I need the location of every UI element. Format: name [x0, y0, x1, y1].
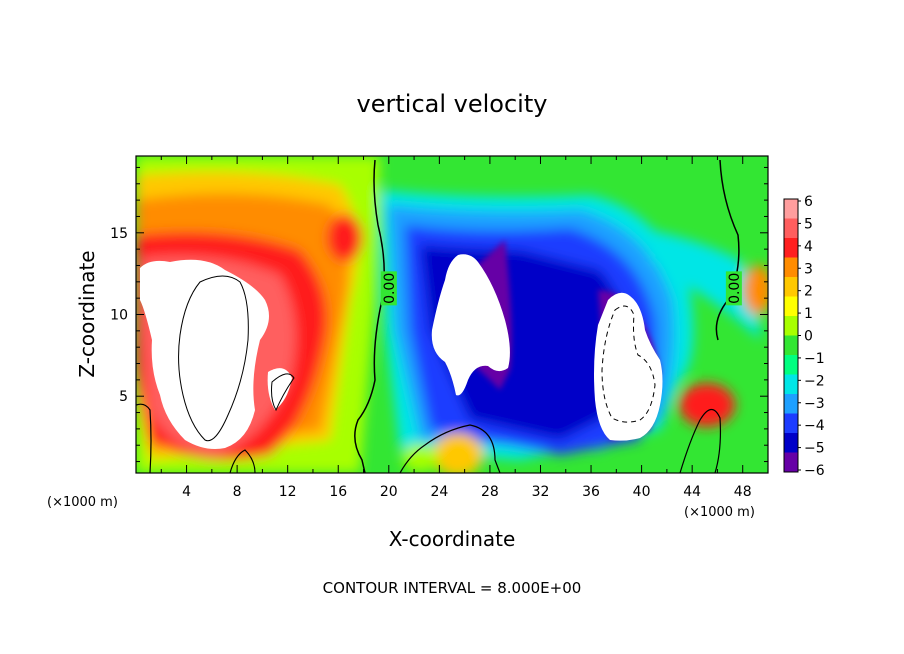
chart-title: vertical velocity [357, 90, 548, 118]
colorbar-label: −3 [804, 396, 825, 412]
colorbar-label: 3 [804, 261, 813, 277]
colorbar-label: 4 [804, 239, 813, 255]
colorbar-label: −5 [804, 441, 825, 457]
downdraft-core-white-right [594, 292, 663, 441]
colorbar-label: 2 [804, 284, 813, 300]
colorbar-label: −2 [804, 373, 825, 389]
x-tick-label: 4 [182, 484, 191, 500]
colorbar-label: 0 [804, 329, 813, 345]
x-tick-label: 36 [582, 484, 600, 500]
colorbar-label: 1 [804, 306, 813, 322]
colorbar-swatch [784, 316, 798, 336]
colorbar-swatch [784, 374, 798, 395]
x-tick-label: 12 [279, 484, 297, 500]
contour-label: 0.00 [382, 273, 398, 304]
x-tick-label: 44 [683, 484, 701, 500]
x-axis-title: X-coordinate [389, 527, 516, 551]
x-tick-label: 24 [430, 484, 448, 500]
x-unit-label-left: (×1000 m) [47, 495, 118, 510]
y-axis: 5 10 15 [110, 166, 768, 463]
colorbar-swatch [784, 218, 798, 239]
colorbar-swatch [784, 335, 798, 356]
x-tick-label: 28 [481, 484, 499, 500]
colorbar-label: −4 [804, 418, 825, 434]
colorbar-swatch [784, 296, 798, 317]
x-tick-label: 48 [734, 484, 752, 500]
colorbar-swatch [784, 452, 798, 473]
x-tick-label: 40 [633, 484, 651, 500]
contour-label-bg [380, 271, 397, 306]
x-unit-label-right: (×1000 m) [684, 505, 755, 520]
contour-interval-note: CONTOUR INTERVAL = 8.000E+00 [323, 579, 582, 597]
updraft-core-white [140, 259, 269, 449]
y-tick-label: 5 [119, 389, 128, 405]
x-tick-label: 32 [532, 484, 550, 500]
colorbar-swatch [784, 413, 798, 434]
y-tick-label: 15 [110, 226, 128, 242]
colorbar-label: −6 [804, 463, 825, 479]
colorbar-swatch [784, 257, 798, 278]
contour-label: 0.00 [727, 273, 743, 304]
y-tick-label: 10 [110, 308, 128, 324]
contour-label-bg [725, 271, 742, 306]
heatmap-field [136, 156, 768, 473]
colorbar-swatch [784, 394, 798, 414]
x-tick-label: 8 [233, 484, 242, 500]
colorbar-swatch [784, 433, 798, 453]
x-axis: 4 8 12 16 20 24 28 32 36 40 44 48 [160, 156, 752, 500]
colorbar-label: 6 [804, 194, 813, 210]
colorbar-label: −1 [804, 351, 825, 367]
contour-labels: 0.00 0.00 [380, 271, 743, 306]
colorbar-swatch [784, 355, 798, 375]
x-tick-label: 16 [329, 484, 347, 500]
y-axis-title: Z-coordinate [75, 250, 99, 377]
colorbar-swatch [784, 238, 798, 258]
colorbar-swatch [784, 277, 798, 297]
colorbar: 6 5 4 3 2 1 0 −1 −2 −3 −4 −5 −6 [783, 194, 825, 479]
downdraft-core-white-left [431, 254, 510, 396]
colorbar-label: 5 [804, 216, 813, 232]
colorbar-swatch [784, 199, 798, 219]
x-tick-label: 20 [380, 484, 398, 500]
